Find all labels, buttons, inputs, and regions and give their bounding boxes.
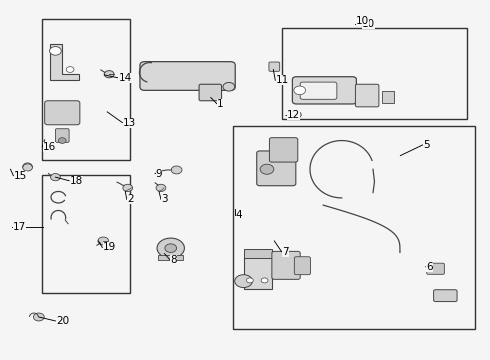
- Text: 2: 2: [127, 194, 134, 204]
- FancyBboxPatch shape: [300, 82, 337, 99]
- Text: 9: 9: [156, 168, 162, 179]
- Bar: [42, 19, 130, 160]
- Bar: [244, 249, 272, 258]
- Circle shape: [165, 244, 176, 252]
- Text: 10: 10: [362, 19, 375, 29]
- Circle shape: [58, 138, 66, 143]
- Circle shape: [246, 278, 253, 283]
- FancyBboxPatch shape: [257, 151, 296, 186]
- FancyBboxPatch shape: [55, 129, 69, 142]
- Circle shape: [33, 313, 44, 321]
- Text: 18: 18: [70, 176, 83, 186]
- Circle shape: [157, 238, 184, 258]
- FancyBboxPatch shape: [269, 62, 280, 71]
- Text: 13: 13: [123, 118, 136, 128]
- Circle shape: [261, 278, 268, 283]
- FancyBboxPatch shape: [140, 62, 235, 90]
- Bar: [244, 257, 272, 289]
- Text: 17: 17: [13, 222, 26, 231]
- FancyBboxPatch shape: [434, 290, 457, 302]
- Bar: [42, 175, 130, 293]
- Bar: [282, 28, 467, 119]
- FancyBboxPatch shape: [355, 84, 379, 107]
- Text: 1: 1: [217, 99, 224, 109]
- Bar: [158, 255, 183, 260]
- Circle shape: [49, 46, 61, 55]
- Text: 10: 10: [356, 17, 369, 27]
- Text: 15: 15: [14, 171, 27, 181]
- FancyBboxPatch shape: [199, 84, 221, 101]
- Circle shape: [223, 82, 235, 91]
- Circle shape: [260, 164, 274, 174]
- Circle shape: [50, 174, 60, 181]
- Text: 19: 19: [103, 242, 116, 252]
- Circle shape: [294, 86, 306, 95]
- Text: 11: 11: [276, 75, 289, 85]
- FancyBboxPatch shape: [45, 101, 80, 125]
- Text: 8: 8: [170, 255, 177, 265]
- Circle shape: [156, 184, 166, 192]
- Bar: [233, 126, 475, 329]
- Circle shape: [66, 67, 74, 72]
- Bar: [382, 91, 394, 103]
- FancyBboxPatch shape: [427, 263, 444, 274]
- FancyBboxPatch shape: [272, 251, 300, 279]
- Text: 7: 7: [282, 247, 289, 257]
- Circle shape: [123, 184, 133, 192]
- Text: 5: 5: [423, 140, 430, 150]
- FancyBboxPatch shape: [293, 77, 356, 104]
- Circle shape: [98, 237, 109, 245]
- Circle shape: [104, 71, 114, 78]
- FancyBboxPatch shape: [270, 138, 298, 162]
- Text: 3: 3: [161, 194, 168, 204]
- Circle shape: [23, 164, 32, 171]
- Circle shape: [292, 111, 301, 118]
- FancyBboxPatch shape: [294, 257, 311, 275]
- Text: 14: 14: [119, 73, 132, 83]
- Text: 12: 12: [287, 111, 300, 121]
- Text: 4: 4: [236, 210, 243, 220]
- Text: 6: 6: [426, 262, 433, 272]
- Polygon shape: [49, 44, 79, 80]
- Text: 20: 20: [56, 316, 69, 326]
- Text: 16: 16: [43, 142, 56, 152]
- Circle shape: [171, 166, 182, 174]
- Circle shape: [235, 275, 252, 288]
